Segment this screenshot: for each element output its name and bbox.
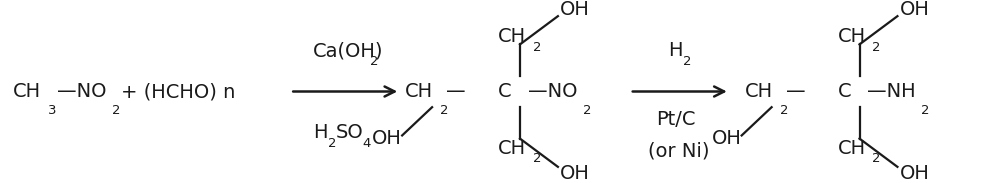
Text: 2: 2 xyxy=(533,152,541,165)
Text: CH: CH xyxy=(405,82,433,101)
Text: H: H xyxy=(668,41,682,60)
Text: + (HCHO) n: + (HCHO) n xyxy=(121,82,235,101)
Text: OH: OH xyxy=(899,0,929,19)
Text: —: — xyxy=(446,82,466,101)
Text: OH: OH xyxy=(899,164,929,183)
Text: —: — xyxy=(786,82,805,101)
Text: —NH: —NH xyxy=(867,82,916,101)
Text: 2: 2 xyxy=(872,41,881,54)
Text: 2: 2 xyxy=(533,41,541,54)
Text: Pt/C: Pt/C xyxy=(656,110,695,129)
Text: 4: 4 xyxy=(362,137,371,150)
Text: Ca(OH): Ca(OH) xyxy=(313,41,384,60)
Text: 2: 2 xyxy=(683,55,691,68)
Text: 2: 2 xyxy=(328,137,337,150)
Text: CH: CH xyxy=(745,82,773,101)
Text: CH: CH xyxy=(838,139,866,158)
Text: SO: SO xyxy=(336,123,364,142)
Text: CH: CH xyxy=(13,82,41,101)
Text: 2: 2 xyxy=(921,104,930,117)
Text: H: H xyxy=(313,123,328,142)
Text: C: C xyxy=(498,82,512,101)
Text: CH: CH xyxy=(838,27,866,46)
Text: C: C xyxy=(838,82,851,101)
Text: 2: 2 xyxy=(370,55,379,68)
Text: CH: CH xyxy=(498,27,526,46)
Text: 2: 2 xyxy=(583,104,591,117)
Text: 2: 2 xyxy=(872,152,881,165)
Text: —NO: —NO xyxy=(57,82,106,101)
Text: 2: 2 xyxy=(440,104,449,117)
Text: 3: 3 xyxy=(48,104,56,117)
Text: OH: OH xyxy=(372,129,402,148)
Text: CH: CH xyxy=(498,139,526,158)
Text: OH: OH xyxy=(560,0,590,19)
Text: —NO: —NO xyxy=(528,82,577,101)
Text: OH: OH xyxy=(712,129,742,148)
Text: 2: 2 xyxy=(780,104,788,117)
Text: (or Ni): (or Ni) xyxy=(648,142,709,161)
Text: 2: 2 xyxy=(112,104,120,117)
Text: OH: OH xyxy=(560,164,590,183)
